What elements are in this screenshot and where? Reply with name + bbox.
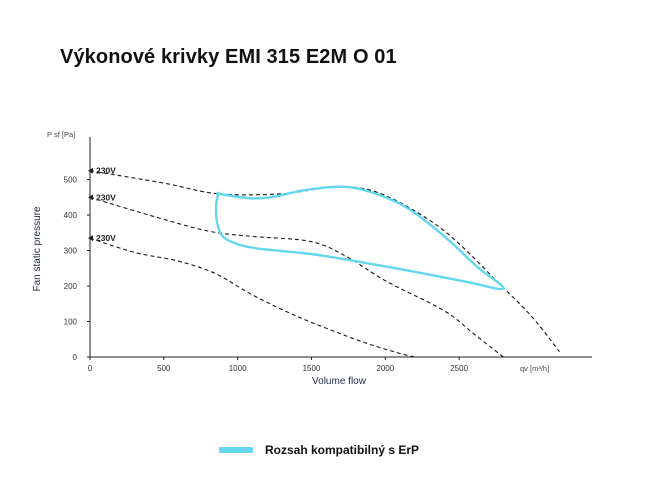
y-axis-label: Fan static pressure: [32, 206, 43, 291]
fan-curve-line: [89, 196, 504, 358]
x-tick-label: 1000: [229, 364, 247, 373]
y-unit-label: P sf [Pa]: [47, 130, 75, 139]
curve-group: [89, 170, 560, 358]
fan-curve-line: [89, 170, 560, 353]
erp-region-group: [214, 185, 505, 291]
voltage-marker-arrow: [88, 167, 93, 174]
x-axis-label: Volume flow: [312, 376, 367, 387]
y-tick-label: 100: [64, 318, 78, 327]
voltage-label-group: 230V 230V 230V: [88, 166, 116, 243]
x-unit-label: qv [m³/h]: [520, 364, 549, 373]
voltage-marker-arrow: [88, 235, 93, 242]
voltage-label: 230V: [96, 233, 116, 243]
y-tick-group: 0 100 200 300 400 500: [64, 176, 90, 362]
x-tick-label: 2000: [376, 364, 394, 373]
x-tick-group: 0 500 1000 1500 2000 2500: [88, 357, 469, 373]
x-tick-label: 0: [88, 364, 93, 373]
y-tick-label: 0: [73, 353, 78, 362]
x-tick-label: 2500: [450, 364, 468, 373]
fan-curve-line: [89, 237, 415, 358]
legend: Rozsah kompatibilný s ErP: [219, 443, 419, 457]
chart-title: Výkonové krivky EMI 315 E2M O 01: [60, 46, 397, 68]
voltage-label: 230V: [96, 192, 116, 202]
voltage-marker-arrow: [88, 194, 93, 201]
y-tick-label: 500: [64, 176, 78, 185]
x-tick-label: 500: [157, 364, 171, 373]
y-tick-label: 300: [64, 247, 78, 256]
erp-region-outline: [214, 185, 505, 291]
erp-legend-label: Rozsah kompatibilný s ErP: [265, 443, 420, 457]
y-tick-label: 200: [64, 282, 78, 291]
x-tick-label: 1500: [303, 364, 321, 373]
y-tick-label: 400: [64, 211, 78, 220]
voltage-label: 230V: [96, 166, 116, 176]
erp-legend-swatch: [219, 447, 253, 453]
